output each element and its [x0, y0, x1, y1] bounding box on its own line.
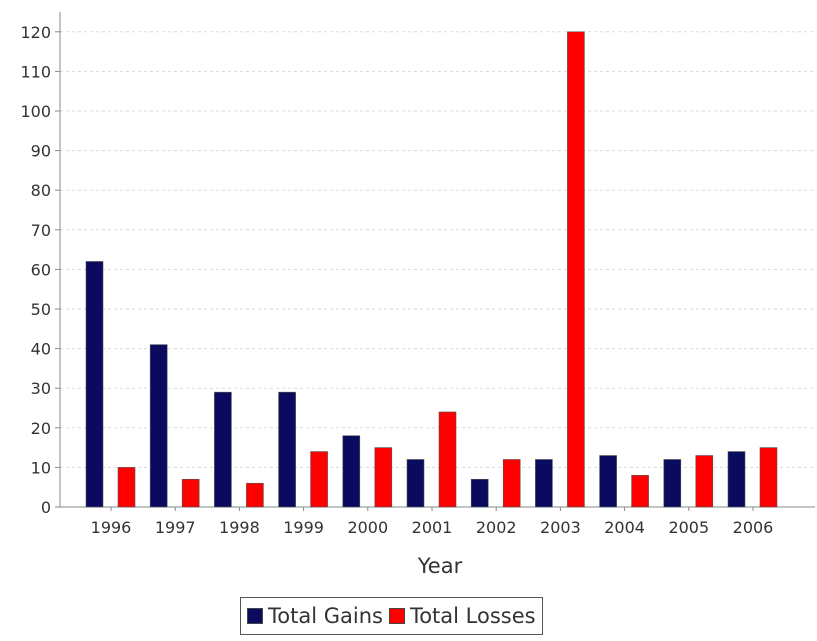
y-tick-label: 40: [31, 340, 51, 359]
bar-losses-1997: [181, 478, 200, 508]
legend-label-gains: Total Gains: [268, 604, 383, 628]
y-tick-label: 20: [31, 419, 51, 438]
bar-gains-1997: [149, 344, 168, 508]
x-tick-label: 2001: [412, 518, 453, 537]
y-tick-label: 0: [41, 498, 51, 517]
legend-swatch-losses: [388, 608, 405, 624]
y-tick-label: 30: [31, 379, 51, 398]
x-tick-label: 2005: [668, 518, 709, 537]
x-tick-label: 1996: [91, 518, 132, 537]
y-tick-label: 70: [31, 221, 51, 240]
bar-losses-1999: [310, 451, 328, 508]
y-tick-label: 90: [31, 142, 51, 161]
y-tick-label: 80: [31, 181, 51, 200]
legend-item-losses: Total Losses: [388, 604, 536, 628]
bar-gains-2004: [599, 455, 617, 508]
bar-losses-1996: [117, 467, 136, 508]
bar-losses-2004: [631, 475, 649, 508]
bar-losses-2001: [438, 411, 457, 508]
bar-gains-2003: [535, 459, 553, 508]
legend: Total Gains Total Losses: [240, 597, 543, 635]
x-tick-label: 2006: [733, 518, 774, 537]
axes: [55, 12, 815, 511]
y-tick-label: 60: [31, 260, 51, 279]
y-tick-label: 10: [31, 458, 51, 477]
bar-gains-2005: [663, 459, 682, 508]
bar-gains-1996: [85, 261, 104, 508]
x-tick-label: 1999: [283, 518, 324, 537]
x-tick-label: 2000: [347, 518, 388, 537]
y-tick-label: 120: [20, 23, 51, 42]
tick-labels: 0 10 20 30 40 50 60 70 80 90 100 110 120 1996 1997 1998…: [20, 23, 773, 537]
bar-losses-2000: [374, 447, 393, 508]
bar-gains-2002: [470, 478, 489, 508]
bar-losses-2002: [502, 459, 521, 508]
x-tick-label: 1998: [219, 518, 260, 537]
x-axis-title: Year: [417, 554, 463, 578]
gridlines: [60, 31, 815, 468]
bar-gains-1998: [214, 391, 232, 508]
bars: [85, 31, 778, 508]
legend-label-losses: Total Losses: [409, 604, 536, 628]
x-tick-label: 2003: [540, 518, 581, 537]
bar-gains-1999: [278, 391, 296, 508]
x-tick-label: 1997: [155, 518, 196, 537]
bar-gains-2001: [406, 459, 425, 508]
bar-losses-1998: [246, 482, 264, 508]
bar-gains-2000: [342, 435, 361, 508]
bar-losses-2003: [567, 31, 585, 508]
legend-swatch-gains: [247, 608, 263, 624]
y-tick-label: 50: [31, 300, 51, 319]
x-tick-label: 2002: [476, 518, 517, 537]
legend-item-gains: Total Gains: [247, 604, 383, 628]
bar-losses-2006: [759, 447, 778, 508]
y-tick-label: 110: [20, 62, 51, 81]
bar-gains-2006: [727, 451, 746, 508]
x-tick-label: 2004: [604, 518, 645, 537]
y-tick-label: 100: [20, 102, 51, 121]
bar-losses-2005: [695, 455, 714, 508]
